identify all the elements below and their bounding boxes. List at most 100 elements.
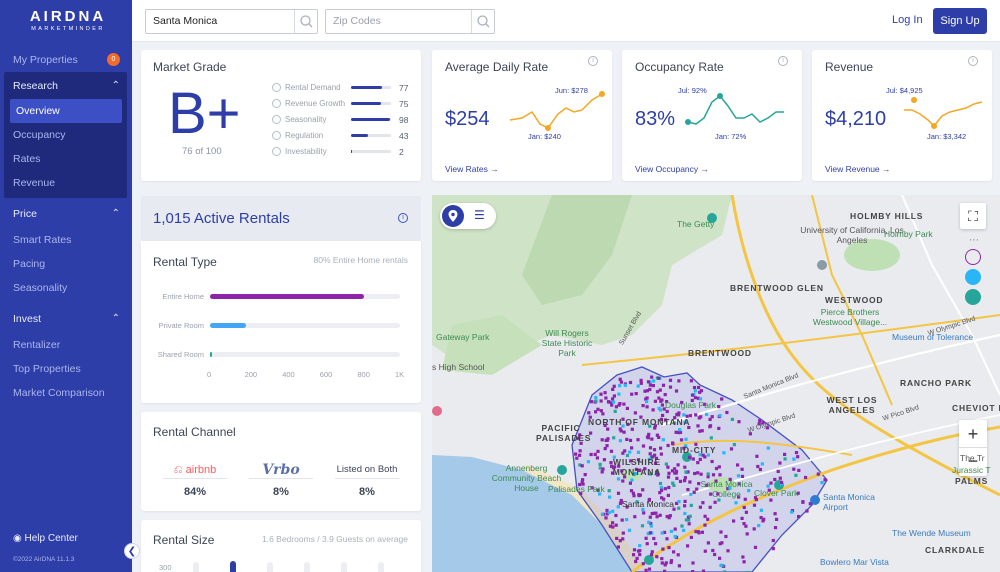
- rental-dot[interactable]: [699, 472, 703, 476]
- rental-dot[interactable]: [604, 438, 608, 442]
- rental-dot[interactable]: [614, 513, 618, 518]
- rental-dot[interactable]: [737, 482, 741, 486]
- rental-dot[interactable]: [675, 476, 679, 480]
- sidebar-item-revenue[interactable]: Revenue: [0, 172, 132, 194]
- rental-dot[interactable]: [626, 422, 630, 426]
- rental-dot[interactable]: [697, 482, 701, 486]
- rental-dot[interactable]: [690, 398, 694, 403]
- rental-dot[interactable]: [636, 384, 640, 388]
- rental-dot[interactable]: [737, 420, 741, 424]
- rental-dot[interactable]: [620, 469, 624, 473]
- rental-dot[interactable]: [760, 462, 764, 466]
- list-view-icon[interactable]: ☰: [474, 208, 485, 222]
- rental-dot[interactable]: [753, 545, 758, 549]
- rental-dot[interactable]: [646, 380, 651, 384]
- rental-dot[interactable]: [744, 510, 748, 514]
- rental-dot[interactable]: [598, 466, 602, 470]
- rental-dot[interactable]: [686, 515, 691, 519]
- rental-dot[interactable]: [722, 451, 726, 455]
- rental-dot[interactable]: [680, 524, 684, 528]
- rental-dot[interactable]: [604, 516, 608, 520]
- rental-dot[interactable]: [610, 403, 614, 407]
- rental-dot[interactable]: [756, 464, 760, 469]
- rental-dot[interactable]: [687, 518, 691, 522]
- rental-dot[interactable]: [667, 516, 671, 520]
- rental-dot[interactable]: [632, 472, 636, 477]
- rental-dot[interactable]: [630, 478, 634, 482]
- rental-dot[interactable]: [677, 506, 681, 510]
- rental-dot[interactable]: [648, 380, 652, 384]
- rental-dot[interactable]: [630, 392, 634, 396]
- zip-codes-input[interactable]: Zip Codes: [325, 9, 495, 34]
- rental-dot[interactable]: [783, 457, 787, 461]
- rental-dot[interactable]: [655, 555, 659, 559]
- rental-dot[interactable]: [612, 436, 616, 440]
- rental-dot[interactable]: [619, 429, 623, 433]
- rental-dot[interactable]: [683, 479, 687, 483]
- rental-dot[interactable]: [717, 498, 721, 502]
- rental-dot[interactable]: [683, 511, 687, 516]
- rental-dot[interactable]: [628, 438, 633, 442]
- rental-dot[interactable]: [684, 444, 688, 448]
- rental-dot[interactable]: [658, 481, 663, 486]
- rental-dot[interactable]: [742, 560, 746, 564]
- rental-dot[interactable]: [658, 491, 662, 495]
- rental-dot[interactable]: [797, 515, 801, 519]
- rental-dot[interactable]: [677, 379, 681, 383]
- rental-dot[interactable]: [706, 453, 710, 457]
- rental-dot[interactable]: [757, 422, 761, 426]
- rental-dot[interactable]: [759, 508, 763, 512]
- rental-dot[interactable]: [673, 535, 677, 539]
- rental-dot[interactable]: [652, 511, 656, 515]
- rental-dot[interactable]: [683, 420, 687, 424]
- rental-dot[interactable]: [754, 498, 758, 502]
- rental-dot[interactable]: [667, 546, 671, 550]
- rental-dot[interactable]: [611, 509, 615, 513]
- vrbo-filter-icon[interactable]: [965, 269, 981, 285]
- rental-dot[interactable]: [630, 427, 634, 431]
- rental-dot[interactable]: [600, 512, 605, 516]
- rental-dot[interactable]: [621, 424, 625, 428]
- rental-dot[interactable]: [663, 569, 667, 572]
- rental-dot[interactable]: [618, 384, 622, 388]
- rental-dot[interactable]: [796, 491, 800, 495]
- rental-dot[interactable]: [720, 541, 724, 545]
- rental-dot[interactable]: [620, 518, 624, 522]
- rental-dot[interactable]: [801, 500, 805, 504]
- zoom-out-button[interactable]: −: [967, 451, 979, 471]
- rental-dot[interactable]: [729, 447, 734, 451]
- rental-dot[interactable]: [674, 430, 678, 434]
- rental-dot[interactable]: [625, 518, 629, 522]
- rental-dot[interactable]: [794, 451, 799, 455]
- rental-dot[interactable]: [668, 514, 672, 518]
- rental-dot[interactable]: [656, 473, 660, 477]
- rental-dot[interactable]: [661, 383, 666, 387]
- rental-dot[interactable]: [726, 487, 730, 491]
- rental-dot[interactable]: [638, 493, 642, 497]
- rental-dot[interactable]: [654, 461, 658, 465]
- rental-dot[interactable]: [607, 489, 611, 493]
- rental-dot[interactable]: [608, 524, 612, 528]
- rental-dot[interactable]: [680, 400, 684, 405]
- view-rates-link[interactable]: View Rates →: [445, 164, 499, 174]
- rental-dot[interactable]: [769, 481, 773, 485]
- rental-dot[interactable]: [583, 473, 587, 477]
- rental-dot[interactable]: [706, 541, 710, 545]
- rental-dot[interactable]: [616, 545, 620, 549]
- rental-dot[interactable]: [671, 481, 675, 485]
- rental-dot[interactable]: [606, 427, 610, 431]
- rental-dot[interactable]: [670, 469, 675, 473]
- rental-dot[interactable]: [709, 492, 713, 496]
- rental-dot[interactable]: [663, 530, 667, 534]
- rental-dot[interactable]: [773, 512, 777, 516]
- rental-dot[interactable]: [578, 433, 582, 437]
- rental-dot[interactable]: [711, 473, 716, 477]
- logo[interactable]: AIRDNA MARKETMINDER: [14, 9, 122, 33]
- rental-dot[interactable]: [611, 521, 615, 525]
- rental-dot[interactable]: [698, 429, 702, 433]
- rental-dot[interactable]: [593, 452, 597, 456]
- rental-dot[interactable]: [628, 380, 633, 385]
- rental-dot[interactable]: [797, 468, 801, 472]
- rental-dot[interactable]: [682, 528, 686, 532]
- rental-dot[interactable]: [652, 536, 656, 541]
